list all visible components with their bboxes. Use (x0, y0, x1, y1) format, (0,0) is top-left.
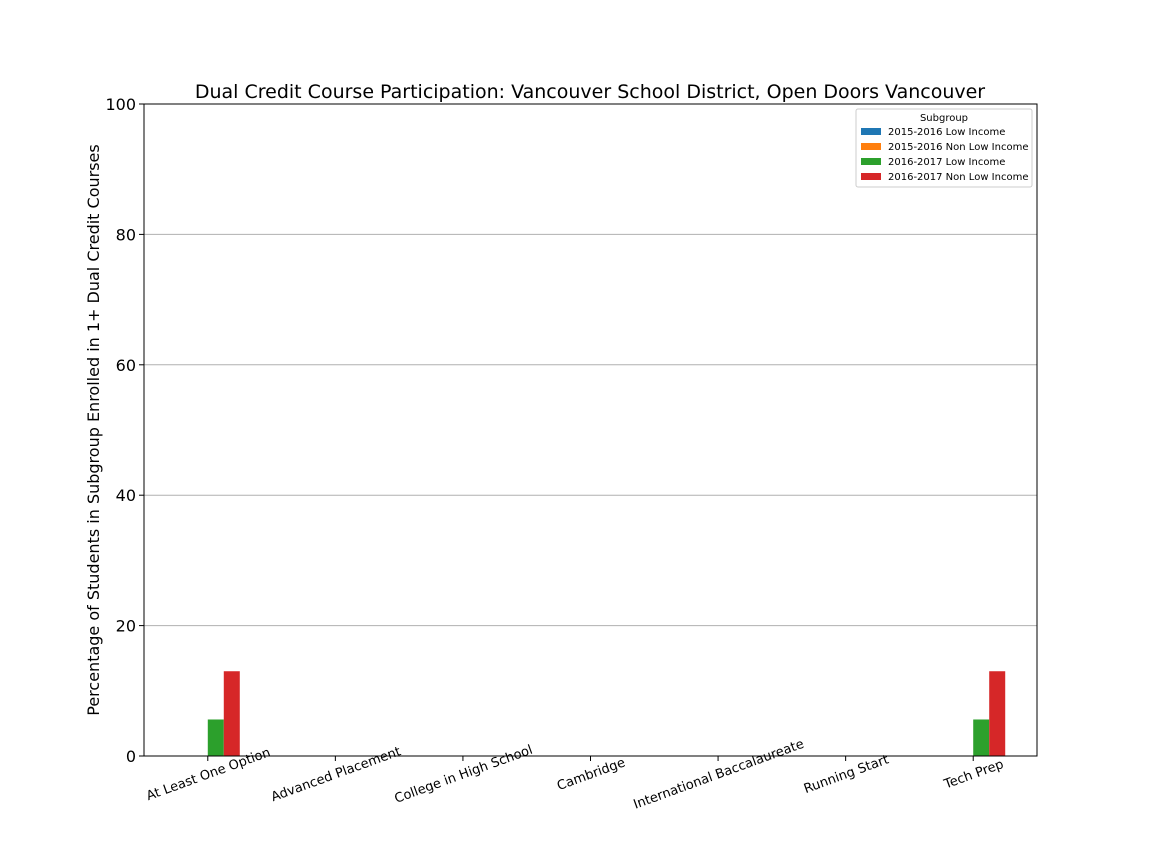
legend-entry: 2015-2016 Non Low Income (888, 142, 1028, 153)
x-tick-label: Advanced Placement (269, 744, 403, 805)
legend: Subgroup 2015-2016 Low Income 2015-2016 N… (855, 108, 1033, 188)
legend-title: Subgroup (920, 113, 968, 124)
legend-swatch (861, 158, 881, 165)
chart-title: Dual Credit Course Participation: Vancou… (195, 81, 985, 103)
legend-entry: 2016-2017 Low Income (888, 157, 1005, 168)
legend-swatch (861, 143, 881, 150)
y-tick-label: 20 (116, 617, 136, 636)
y-tick-label: 100 (105, 95, 136, 114)
legend-box (855, 108, 1033, 188)
bars (207, 671, 1006, 756)
bar (207, 719, 224, 756)
y-tick-label: 40 (116, 486, 136, 505)
y-tick-label: 60 (116, 356, 136, 375)
legend-entry: 2016-2017 Non Low Income (888, 172, 1028, 183)
y-axis-ticks: 0 20 40 60 80 100 (105, 95, 144, 766)
y-tick-label: 0 (126, 747, 136, 766)
x-tick-label: Cambridge (555, 755, 627, 794)
legend-swatch (861, 173, 881, 180)
plot-area-frame (143, 103, 1038, 757)
bar (973, 719, 990, 756)
legend-swatch (861, 128, 881, 135)
gridlines (144, 233, 1037, 627)
legend-entry: 2015-2016 Low Income (888, 127, 1005, 138)
bar (989, 671, 1006, 756)
x-tick-label: Tech Prep (941, 757, 1005, 793)
y-axis-label: Percentage of Students in Subgroup Enrol… (84, 144, 103, 715)
x-tick-label: Running Start (802, 752, 891, 797)
y-tick-label: 80 (116, 225, 136, 244)
x-tick-label: College in High School (393, 743, 535, 807)
bar (223, 671, 240, 756)
x-tick-label: International Baccalaureate (632, 737, 806, 813)
